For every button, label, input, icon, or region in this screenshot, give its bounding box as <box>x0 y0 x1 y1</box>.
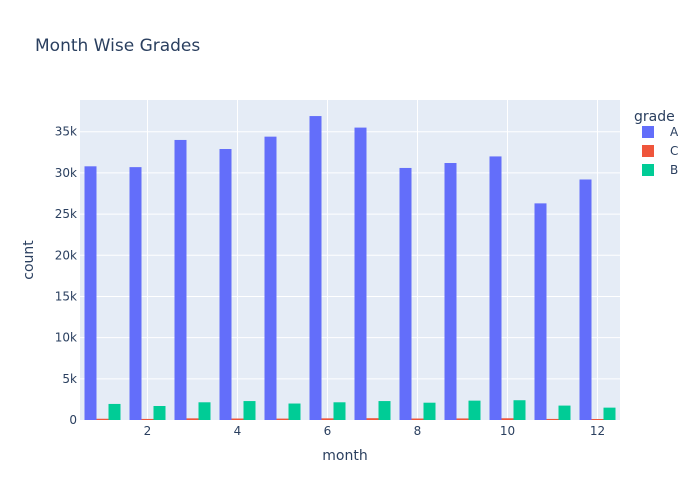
x-tick-label: 6 <box>324 424 332 438</box>
x-tick-label: 8 <box>414 424 422 438</box>
bar-C-2[interactable] <box>141 418 154 420</box>
x-axis-title: month <box>322 448 367 464</box>
bar-C-10[interactable] <box>501 418 514 420</box>
bar-C-7[interactable] <box>366 418 379 420</box>
bar-B-10[interactable] <box>513 400 526 420</box>
y-tick-label: 15k <box>55 289 77 303</box>
bar-A-10[interactable] <box>489 156 502 421</box>
bar-C-3[interactable] <box>186 418 199 420</box>
x-tick-labels: 2 4 6 8 10 12 <box>144 424 605 438</box>
bar-C-5[interactable] <box>276 418 289 420</box>
chart-title: Month Wise Grades <box>35 36 200 56</box>
bar-A-9[interactable] <box>444 163 457 420</box>
bar-B-6[interactable] <box>333 402 346 420</box>
bar-C-1[interactable] <box>96 418 109 420</box>
bar-A-4[interactable] <box>219 149 232 420</box>
x-tick-label: 10 <box>500 424 515 438</box>
y-tick-label: 30k <box>55 166 77 180</box>
bar-A-11[interactable] <box>534 203 547 420</box>
x-tick-label: 12 <box>590 424 605 438</box>
y-axis-title: count <box>21 240 37 280</box>
x-tick-label: 2 <box>144 424 152 438</box>
legend-swatch-B[interactable] <box>642 164 654 176</box>
y-tick-label: 35k <box>55 125 77 139</box>
bar-B-8[interactable] <box>423 402 436 420</box>
legend-label-B[interactable]: B <box>670 163 678 177</box>
bar-C-4[interactable] <box>231 418 244 420</box>
x-tick-label: 4 <box>234 424 242 438</box>
bar-A-8[interactable] <box>399 167 412 420</box>
y-tick-label: 25k <box>55 207 77 221</box>
bar-C-12[interactable] <box>591 419 604 420</box>
legend-title: grade <box>634 109 675 125</box>
bar-B-2[interactable] <box>153 406 166 420</box>
bar-B-9[interactable] <box>468 400 481 420</box>
bar-B-3[interactable] <box>198 402 211 420</box>
bar-A-3[interactable] <box>174 139 187 420</box>
y-tick-label: 0 <box>69 413 77 427</box>
bars <box>84 116 616 421</box>
bar-B-1[interactable] <box>108 403 121 420</box>
bar-A-6[interactable] <box>309 116 322 420</box>
y-tick-labels: 0 5k 10k 15k 20k 25k 30k 35k <box>55 125 77 427</box>
bar-C-6[interactable] <box>321 418 334 420</box>
legend-label-C[interactable]: C <box>670 144 678 158</box>
bar-C-8[interactable] <box>411 418 424 420</box>
bar-B-5[interactable] <box>288 403 301 420</box>
bar-A-5[interactable] <box>264 136 277 420</box>
bar-A-7[interactable] <box>354 127 367 420</box>
bar-C-9[interactable] <box>456 418 469 420</box>
legend-label-A[interactable]: A <box>670 125 679 139</box>
legend-swatch-A[interactable] <box>642 126 654 138</box>
bar-B-11[interactable] <box>558 405 571 420</box>
legend-swatch-C[interactable] <box>642 145 654 157</box>
gridlines <box>80 100 620 420</box>
legend[interactable]: ACB <box>642 125 679 177</box>
bar-A-2[interactable] <box>129 167 142 420</box>
bar-B-12[interactable] <box>603 407 616 420</box>
y-tick-label: 20k <box>55 248 77 262</box>
y-tick-label: 5k <box>62 372 77 386</box>
bar-B-7[interactable] <box>378 401 391 420</box>
bar-B-4[interactable] <box>243 401 256 420</box>
bar-A-1[interactable] <box>84 166 97 420</box>
bar-A-12[interactable] <box>579 179 592 420</box>
plot-area <box>80 100 620 420</box>
y-tick-label: 10k <box>55 331 77 345</box>
bar-C-11[interactable] <box>546 418 559 420</box>
